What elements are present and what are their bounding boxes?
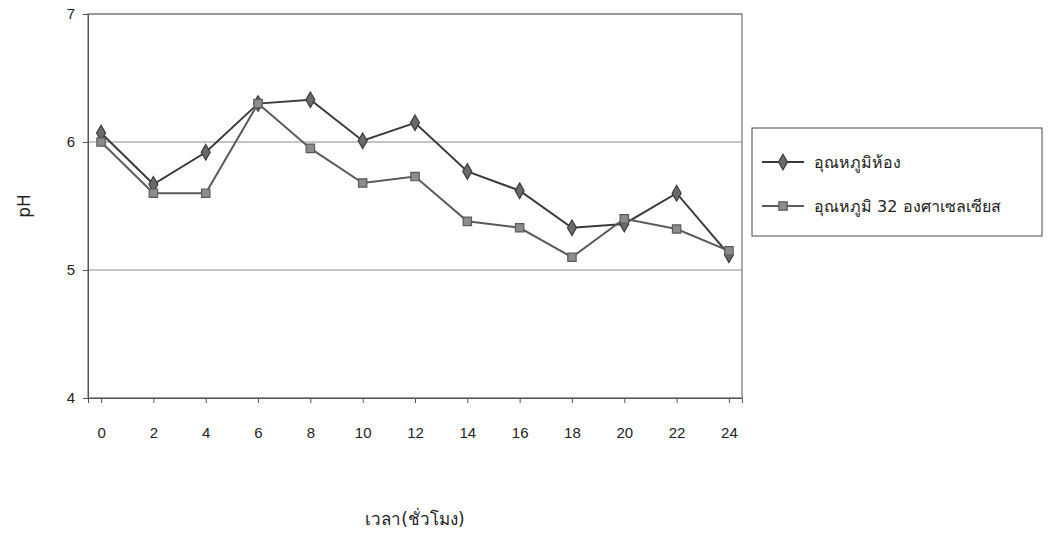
grid-line bbox=[88, 142, 742, 143]
x-tick: 2 bbox=[150, 398, 158, 441]
x-axis: 024681012141618202224 bbox=[89, 398, 743, 441]
x-tick-mark bbox=[520, 398, 521, 403]
y-tick-mark bbox=[83, 270, 88, 271]
series-marker bbox=[620, 215, 628, 223]
x-tick: 12 bbox=[407, 398, 424, 441]
x-tick-label: 18 bbox=[564, 424, 581, 441]
y-axis-line bbox=[83, 15, 89, 399]
x-tick-mark bbox=[101, 398, 102, 403]
y-tick-label: 4 bbox=[67, 389, 75, 406]
y-tick-mark bbox=[83, 142, 88, 143]
x-tick-mark bbox=[677, 398, 678, 403]
y-axis-title: pH bbox=[14, 194, 34, 218]
x-tick-mark bbox=[206, 398, 207, 403]
legend-entry: อุณหภูมิห้อง bbox=[762, 153, 901, 173]
x-tick-mark bbox=[258, 398, 259, 403]
legend-entry: อุณหภูมิ 32 องศาเซลเซียส bbox=[762, 197, 1001, 217]
y-axis: 4 5 6 7 bbox=[67, 5, 89, 406]
y-tick: 7 bbox=[67, 5, 88, 22]
legend-marker bbox=[779, 202, 787, 210]
series-marker bbox=[463, 164, 472, 180]
x-tick-label: 20 bbox=[616, 424, 633, 441]
series-marker bbox=[725, 247, 733, 255]
chart: 4567024681012141618202224เวลา(ชั่วโมง)pH… bbox=[0, 0, 1055, 551]
x-tick-mark bbox=[153, 398, 154, 403]
series-line bbox=[101, 104, 729, 258]
y-tick: 6 bbox=[67, 133, 88, 150]
y-tick: 5 bbox=[67, 261, 88, 278]
series-marker bbox=[567, 220, 576, 236]
x-tick: 14 bbox=[459, 398, 476, 441]
y-tick: 4 bbox=[67, 389, 88, 406]
x-tick: 4 bbox=[202, 398, 210, 441]
series-marker bbox=[411, 172, 419, 180]
series-marker bbox=[568, 253, 576, 261]
y-tick-mark bbox=[83, 398, 88, 399]
x-tick-label: 2 bbox=[150, 424, 158, 441]
y-tick-label: 7 bbox=[67, 5, 75, 22]
series-marker bbox=[306, 144, 314, 152]
series-marker bbox=[672, 185, 681, 201]
x-tick: 10 bbox=[355, 398, 372, 441]
x-tick-mark bbox=[363, 398, 364, 403]
series-marker bbox=[201, 144, 210, 160]
plot-frame bbox=[88, 14, 742, 398]
series-marker bbox=[306, 92, 315, 108]
x-tick: 0 bbox=[97, 398, 105, 441]
series-marker bbox=[97, 138, 105, 146]
x-tick: 6 bbox=[254, 398, 262, 441]
series-line bbox=[101, 100, 729, 255]
legend-label: อุณหภูมิ 32 องศาเซลเซียส bbox=[814, 197, 1001, 217]
series-marker bbox=[202, 189, 210, 197]
grid-line bbox=[88, 270, 742, 271]
x-tick-label: 14 bbox=[459, 424, 476, 441]
x-tick: 22 bbox=[669, 398, 686, 441]
series-marker bbox=[358, 179, 366, 187]
x-tick-label: 6 bbox=[254, 424, 262, 441]
x-tick-label: 24 bbox=[721, 424, 738, 441]
x-tick-mark bbox=[729, 398, 730, 403]
x-tick-mark bbox=[310, 398, 311, 403]
series-marker bbox=[358, 133, 367, 149]
x-tick-label: 4 bbox=[202, 424, 210, 441]
legend: อุณหภูมิห้องอุณหภูมิ 32 องศาเซลเซียส bbox=[752, 128, 1042, 236]
x-tick: 18 bbox=[564, 398, 581, 441]
x-axis-title: เวลา(ชั่วโมง) bbox=[365, 507, 464, 529]
x-tick-mark bbox=[467, 398, 468, 403]
grid-line bbox=[88, 14, 742, 15]
y-tick-mark bbox=[83, 14, 88, 15]
series-marker bbox=[515, 224, 523, 232]
x-tick: 8 bbox=[307, 398, 315, 441]
x-tick-label: 0 bbox=[97, 424, 105, 441]
series-marker bbox=[463, 217, 471, 225]
x-tick-label: 12 bbox=[407, 424, 424, 441]
x-tick: 20 bbox=[616, 398, 633, 441]
y-tick-label: 6 bbox=[67, 133, 75, 150]
series-marker bbox=[254, 99, 262, 107]
x-tick-label: 16 bbox=[512, 424, 529, 441]
series-marker bbox=[672, 225, 680, 233]
legend-label: อุณหภูมิห้อง bbox=[814, 153, 901, 173]
x-tick: 16 bbox=[512, 398, 529, 441]
series-marker bbox=[724, 247, 733, 263]
series-marker bbox=[149, 189, 157, 197]
grid bbox=[88, 14, 742, 398]
series-marker bbox=[411, 115, 420, 131]
x-axis-line bbox=[89, 399, 743, 404]
x-tick-label: 22 bbox=[669, 424, 686, 441]
legend-marker bbox=[779, 154, 788, 170]
series-marker bbox=[515, 183, 524, 199]
plot-marks bbox=[97, 92, 734, 262]
y-tick-label: 5 bbox=[67, 261, 75, 278]
x-tick-mark bbox=[624, 398, 625, 403]
x-tick-label: 10 bbox=[355, 424, 372, 441]
legend-box bbox=[752, 128, 1042, 236]
x-tick: 24 bbox=[721, 398, 738, 441]
x-tick-label: 8 bbox=[307, 424, 315, 441]
x-tick-mark bbox=[572, 398, 573, 403]
x-tick-mark bbox=[415, 398, 416, 403]
